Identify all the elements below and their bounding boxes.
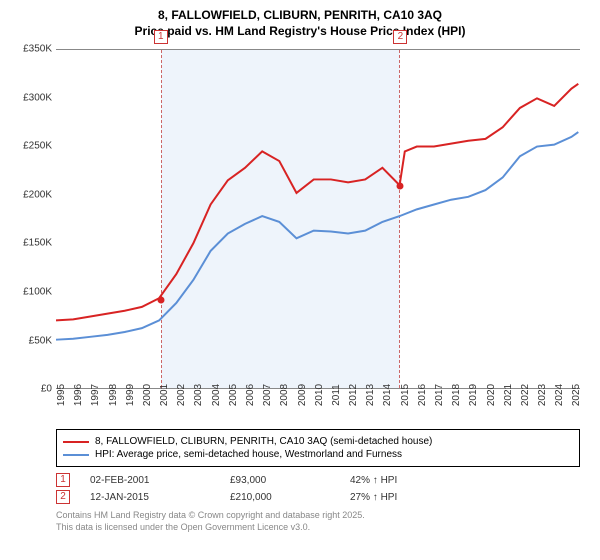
legend-label: 8, FALLOWFIELD, CLIBURN, PENRITH, CA10 3… — [95, 436, 432, 447]
plot-region: 12 — [56, 49, 580, 389]
transaction-row: 2 12-JAN-2015 £210,000 27% ↑ HPI — [56, 490, 588, 504]
y-tick-label: £250K — [12, 141, 52, 152]
marker-dot-2 — [397, 183, 404, 190]
legend: 8, FALLOWFIELD, CLIBURN, PENRITH, CA10 3… — [56, 429, 580, 467]
y-tick-label: £0 — [12, 384, 52, 395]
transaction-row: 1 02-FEB-2001 £93,000 42% ↑ HPI — [56, 473, 588, 487]
license-line-1: Contains HM Land Registry data © Crown c… — [56, 510, 588, 522]
legend-swatch — [63, 454, 89, 456]
legend-label: HPI: Average price, semi-detached house,… — [95, 449, 402, 460]
marker-label-2: 2 — [393, 30, 407, 44]
series-price_paid — [56, 84, 578, 321]
y-tick-label: £350K — [12, 44, 52, 55]
title-line-1: 8, FALLOWFIELD, CLIBURN, PENRITH, CA10 3… — [12, 8, 588, 24]
transaction-marker-icon: 1 — [56, 473, 70, 487]
legend-row: HPI: Average price, semi-detached house,… — [63, 449, 573, 460]
marker-dot-1 — [157, 296, 164, 303]
transaction-price: £93,000 — [230, 475, 330, 486]
transaction-pct: 42% ↑ HPI — [350, 475, 450, 486]
license-text: Contains HM Land Registry data © Crown c… — [56, 510, 588, 533]
y-tick-label: £50K — [12, 335, 52, 346]
y-tick-label: £200K — [12, 189, 52, 200]
chart-title: 8, FALLOWFIELD, CLIBURN, PENRITH, CA10 3… — [12, 8, 588, 39]
title-line-2: Price paid vs. HM Land Registry's House … — [12, 24, 588, 40]
transaction-date: 02-FEB-2001 — [90, 475, 210, 486]
chart-area: 12 £0£50K£100K£150K£200K£250K£300K£350K1… — [12, 45, 588, 425]
line-chart-svg — [56, 50, 580, 388]
transaction-marker-icon: 2 — [56, 490, 70, 504]
legend-swatch — [63, 441, 89, 443]
transaction-pct: 27% ↑ HPI — [350, 492, 450, 503]
transaction-table: 1 02-FEB-2001 £93,000 42% ↑ HPI 2 12-JAN-2015… — [56, 473, 588, 504]
transaction-date: 12-JAN-2015 — [90, 492, 210, 503]
y-tick-label: £150K — [12, 238, 52, 249]
license-line-2: This data is licensed under the Open Gov… — [56, 522, 588, 534]
legend-row: 8, FALLOWFIELD, CLIBURN, PENRITH, CA10 3… — [63, 436, 573, 447]
marker-label-1: 1 — [154, 30, 168, 44]
x-tick-label: 2025 — [571, 384, 600, 406]
y-tick-label: £100K — [12, 287, 52, 298]
y-tick-label: £300K — [12, 92, 52, 103]
transaction-price: £210,000 — [230, 492, 330, 503]
